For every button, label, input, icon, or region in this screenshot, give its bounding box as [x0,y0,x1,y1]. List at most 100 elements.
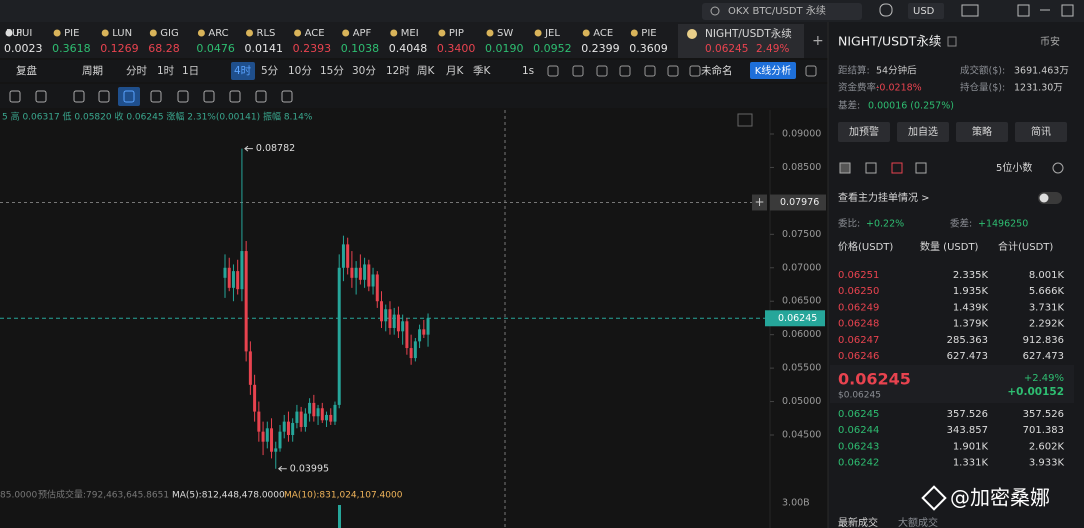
toolbar [0,60,828,82]
book-price: 0.06248 [838,319,879,330]
ticker-name[interactable]: ACE [305,28,325,39]
add-tab[interactable]: + [812,33,824,49]
tool-icon[interactable] [73,90,85,103]
book-amount: 1.901K [953,441,989,452]
analysis-button[interactable]: K线分析 [755,64,792,77]
ticker-name[interactable]: APF [353,28,372,39]
ticker-name[interactable]: PUI [16,28,32,39]
ticker-name[interactable]: PIP [449,28,464,39]
ticker-name[interactable]: PIE [64,28,79,39]
stat-label: 距结算: [838,65,870,77]
interval[interactable]: 12时 [386,65,410,77]
stat-value: 3691.463万 [1014,66,1069,77]
interval[interactable]: 1日 [182,65,199,77]
tool-icon[interactable] [281,90,293,103]
ticker-name[interactable]: LUN [112,28,132,39]
book-price: 0.06251 [838,270,879,281]
toolbar-icon[interactable] [619,65,631,77]
price-tick-label: 0.07000 [782,262,821,273]
interval[interactable]: 分时 [126,65,147,77]
toolbar-icon[interactable] [689,65,701,77]
period-button[interactable]: 周期 [82,65,103,77]
toolbar-icon[interactable] [547,65,559,77]
toggle-knob [1039,193,1049,203]
ticker-name[interactable]: SW [497,28,513,39]
panel-button[interactable]: 加自选 [908,125,938,138]
panel-button-bg[interactable] [838,122,890,142]
large-trades-tab[interactable]: 大额成交 [898,516,938,528]
tool-icon[interactable] [203,90,215,103]
panel-button[interactable]: 加预警 [849,125,879,138]
book-view-icon[interactable] [839,162,851,174]
ticker-price: 0.1269 [100,42,139,55]
ticker-icon [101,29,109,37]
ticker-name[interactable]: RLS [257,28,276,39]
stat-value: -0.0218% [876,83,922,94]
interval[interactable]: 30分 [352,65,376,77]
mail-icon[interactable] [961,4,979,17]
ticker-name[interactable]: MEI [401,28,419,39]
fullscreen-icon[interactable] [737,113,753,127]
replay-button[interactable]: 复盘 [16,64,37,77]
interval[interactable]: 4时 [234,65,252,77]
tool-icon[interactable] [9,90,21,103]
window-icon[interactable] [1017,4,1030,17]
trades-tab[interactable]: 最新成交 [838,516,878,528]
book-view-icon[interactable] [891,162,903,174]
candle-body [405,321,409,349]
toolbar-icon[interactable] [805,65,817,77]
tool-icon[interactable] [98,90,110,103]
crosshair-plus[interactable] [752,194,767,211]
tool-icon[interactable] [123,90,135,103]
seconds[interactable]: 1s [522,65,534,77]
interval[interactable]: 月K [446,65,464,77]
toolbar-icon[interactable] [667,65,679,77]
ticker-name[interactable]: PIE [641,28,656,39]
toolbar-icon[interactable] [644,65,656,77]
interval[interactable]: 5分 [261,65,279,77]
layout-name[interactable]: 未命名 [701,64,733,77]
maximize-icon[interactable] [1061,4,1074,17]
search-box[interactable] [702,3,862,20]
marker-arrow [277,465,287,472]
ticker-name[interactable]: ACE [593,28,613,39]
analysis-button-bg[interactable] [750,62,796,79]
tool-icon[interactable] [35,90,47,103]
active-tab[interactable] [678,24,804,58]
settings-icon[interactable] [1052,162,1064,174]
panel-button-bg[interactable] [897,122,949,142]
interval[interactable]: 15分 [320,65,344,77]
main-orders-link[interactable]: 查看主力挂单情况 > [838,191,930,204]
candle-body [253,384,257,412]
panel-button-bg[interactable] [956,122,1008,142]
book-view-icon[interactable] [865,162,877,174]
tool-icon[interactable] [229,90,241,103]
volume-info: 预估成交量:792,463,645.8651 [38,489,169,501]
toolbar-icon[interactable] [572,65,584,77]
candle-body [346,244,350,268]
interval[interactable]: 10分 [288,65,312,77]
ticker-name[interactable]: ARC [208,28,228,39]
interval[interactable]: 1时 [157,65,175,77]
currency-select[interactable] [908,3,944,19]
book-amount: 1.439K [953,302,989,313]
panel-button-bg[interactable] [1015,122,1067,142]
copy-icon[interactable] [947,36,957,47]
panel-button[interactable]: 简讯 [1031,125,1051,138]
interval[interactable]: 周K [417,65,435,77]
ticker-name[interactable]: GIG [160,28,178,39]
bell-icon[interactable] [879,3,893,17]
stat-value: 0.00016 (0.257%) [868,101,954,112]
last-price: 0.06245 [778,313,817,324]
tool-icon[interactable] [255,90,267,103]
ticker-name[interactable]: JEL [544,28,560,39]
precision-select[interactable]: 5位小数 [996,161,1032,174]
interval[interactable]: 季K [473,65,491,77]
tool-icon[interactable] [177,90,189,103]
crosshair-price-box [770,194,826,211]
panel-button[interactable]: 策略 [972,125,992,138]
candle-body [371,274,375,287]
book-view-icon[interactable] [915,162,927,174]
tool-icon[interactable] [150,90,162,103]
toolbar-icon[interactable] [596,65,608,77]
